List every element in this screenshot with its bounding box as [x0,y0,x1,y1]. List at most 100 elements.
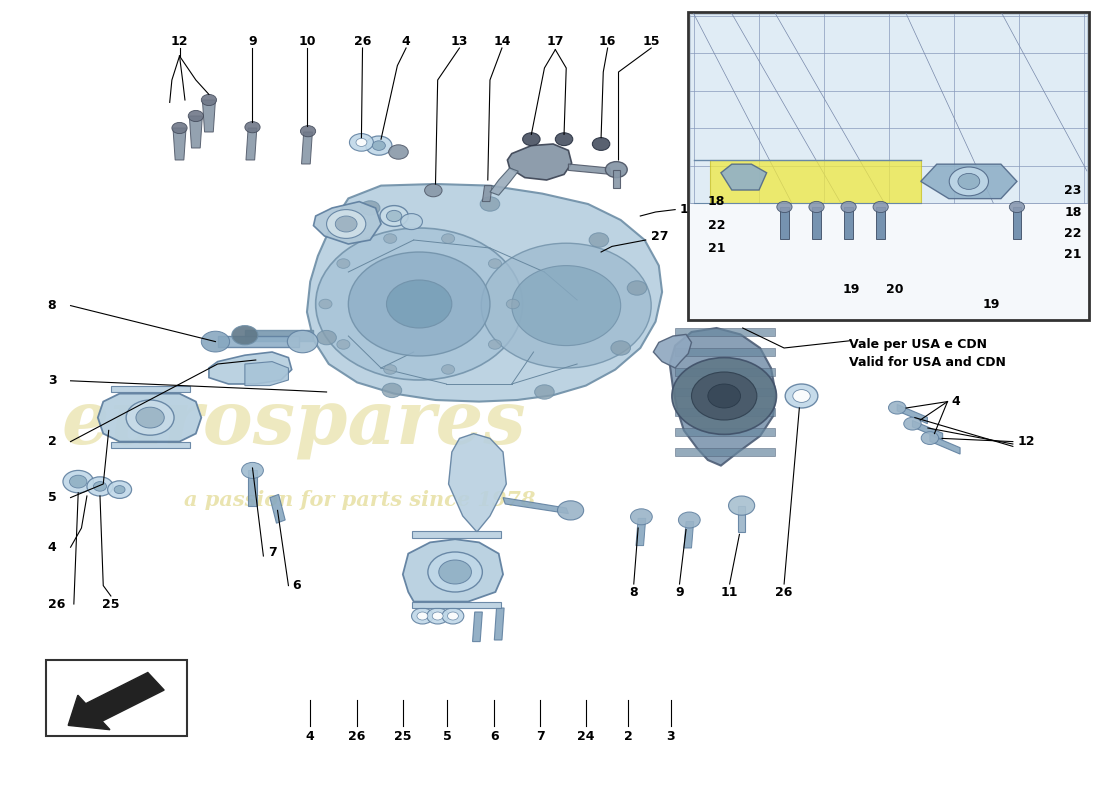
Polygon shape [173,128,186,160]
Circle shape [382,383,402,398]
Text: 18: 18 [1064,206,1081,218]
Circle shape [777,202,792,213]
Circle shape [411,608,433,624]
Polygon shape [411,602,500,608]
Text: 8: 8 [629,586,638,598]
Polygon shape [898,405,927,424]
Text: 18: 18 [708,195,725,208]
Circle shape [428,552,482,592]
Circle shape [558,501,584,520]
Text: 26: 26 [349,730,366,742]
Polygon shape [449,434,506,532]
Polygon shape [490,168,518,195]
Text: 4: 4 [952,395,960,408]
Circle shape [63,470,94,493]
Text: 7: 7 [536,730,544,742]
Circle shape [488,340,502,350]
Circle shape [350,134,373,151]
Circle shape [349,252,490,356]
Polygon shape [209,352,292,384]
Circle shape [1010,202,1024,213]
Text: 3: 3 [47,374,56,387]
Circle shape [728,496,755,515]
Circle shape [512,266,620,346]
Polygon shape [720,164,767,190]
Polygon shape [301,132,312,164]
Text: 2: 2 [47,435,56,448]
Polygon shape [691,14,1087,203]
Text: 19: 19 [843,283,860,296]
Text: 3: 3 [667,730,675,742]
Circle shape [441,365,454,374]
Circle shape [114,486,125,494]
Polygon shape [473,612,482,642]
Polygon shape [653,334,692,368]
Polygon shape [411,531,500,538]
Polygon shape [569,164,611,174]
Text: 9: 9 [249,35,256,48]
Circle shape [372,141,385,150]
Circle shape [327,210,366,238]
Circle shape [506,299,519,309]
Text: 21: 21 [707,242,725,254]
Circle shape [366,136,392,155]
Polygon shape [675,428,776,436]
Circle shape [793,390,811,402]
Polygon shape [245,362,288,386]
Text: 5: 5 [47,491,56,504]
Polygon shape [877,207,886,239]
Text: 25: 25 [394,730,411,742]
Circle shape [361,201,379,215]
Polygon shape [675,368,776,376]
Text: 22: 22 [707,219,725,232]
Circle shape [535,385,554,399]
Circle shape [201,94,217,106]
Circle shape [287,330,318,353]
Text: Vale per USA e CDN
Valid for USA and CDN: Vale per USA e CDN Valid for USA and CDN [849,338,1006,369]
Circle shape [126,400,174,435]
Polygon shape [812,207,821,239]
Circle shape [904,418,921,430]
Polygon shape [1013,207,1021,239]
Circle shape [242,462,263,478]
Circle shape [808,202,824,213]
Circle shape [627,281,647,295]
Polygon shape [636,518,646,546]
Polygon shape [307,184,662,402]
Circle shape [488,258,502,268]
Circle shape [319,299,332,309]
Circle shape [400,214,422,230]
Circle shape [384,234,397,243]
Polygon shape [780,207,789,239]
Text: 6: 6 [490,730,498,742]
Circle shape [386,210,402,222]
Circle shape [448,612,459,620]
Polygon shape [98,394,201,442]
Text: 7: 7 [267,546,276,558]
Circle shape [481,197,499,211]
Polygon shape [675,348,776,356]
Polygon shape [675,388,776,396]
Circle shape [439,560,472,584]
Circle shape [873,202,889,213]
Circle shape [921,432,938,445]
Text: 27: 27 [651,230,669,242]
Circle shape [417,612,428,620]
Polygon shape [111,442,190,448]
Circle shape [427,608,449,624]
Circle shape [672,358,777,434]
Circle shape [336,216,358,232]
Circle shape [707,384,740,408]
Text: 11: 11 [720,586,738,598]
Circle shape [316,228,522,380]
Text: 13: 13 [451,35,469,48]
Text: 16: 16 [598,35,616,48]
Circle shape [482,243,651,368]
Circle shape [317,330,337,345]
Circle shape [245,122,260,133]
Circle shape [388,145,408,159]
Polygon shape [189,116,202,148]
Text: 23: 23 [1064,184,1081,197]
Circle shape [201,331,230,352]
Circle shape [337,258,350,268]
